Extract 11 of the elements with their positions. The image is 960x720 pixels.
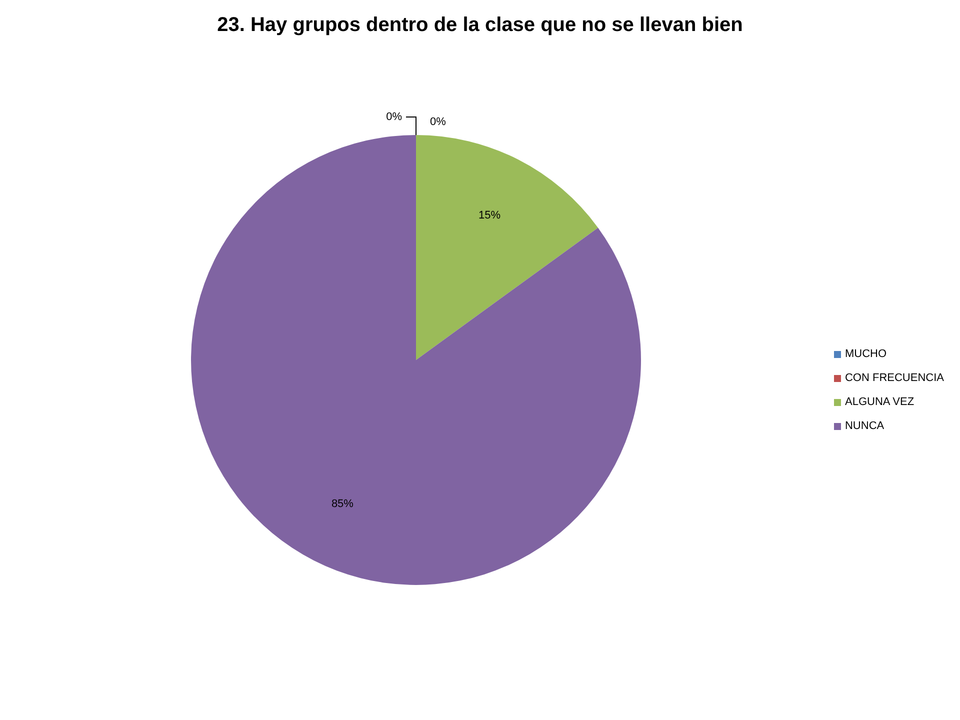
pie-slice xyxy=(416,135,598,360)
legend-label: ALGUNA VEZ xyxy=(844,396,914,408)
text: 0% xyxy=(386,110,402,123)
text: 0% xyxy=(430,116,446,128)
data-label: 85% xyxy=(331,498,354,510)
legend-label: MUCHO xyxy=(844,348,887,360)
data-label: 15% xyxy=(478,210,501,222)
legend-label: CON FRECUENCIA xyxy=(844,372,944,384)
chart-title: 23. Hay grupos dentro de la clase que no se llevan bien xyxy=(216,14,744,37)
pie-slice xyxy=(191,135,641,585)
legend-label: NUNCA xyxy=(844,420,884,432)
